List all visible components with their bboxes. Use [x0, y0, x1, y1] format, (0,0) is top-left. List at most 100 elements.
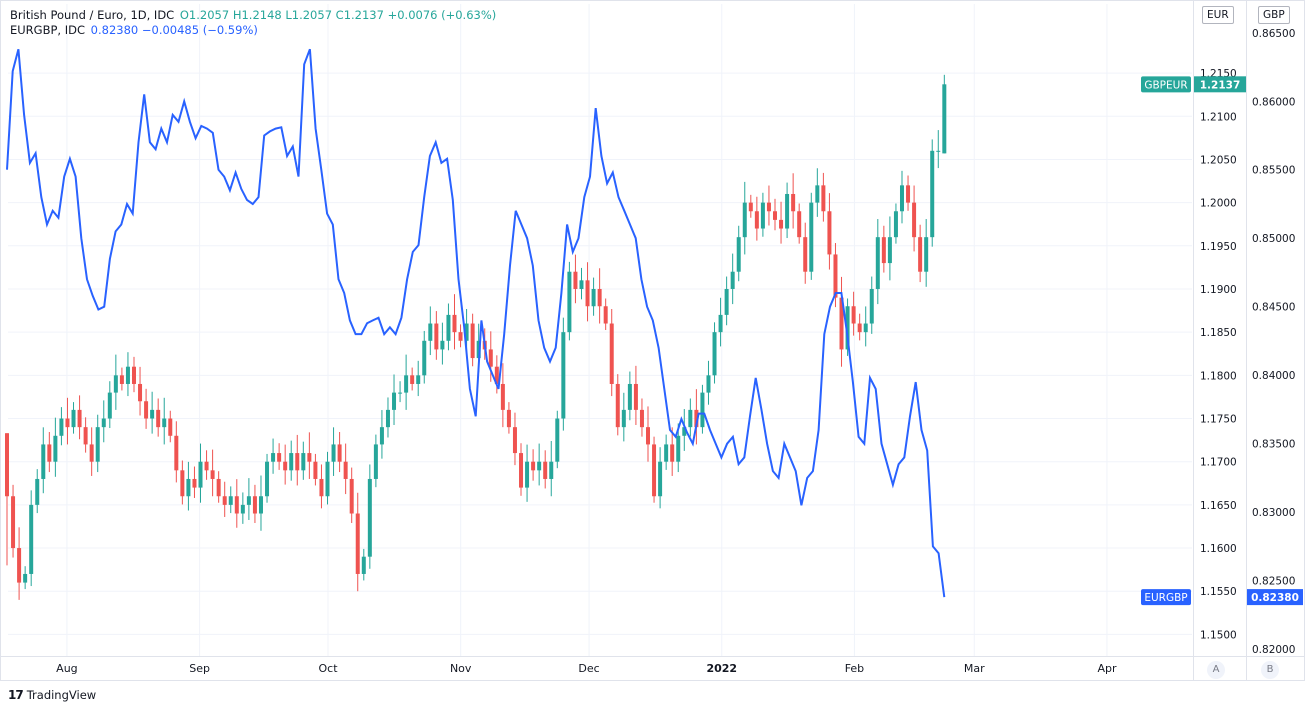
candle-body: [512, 427, 517, 454]
candle-body: [192, 478, 197, 488]
x-axis-tick-label: Oct: [318, 662, 338, 675]
candle-body: [343, 461, 348, 479]
candle-body: [349, 478, 354, 514]
candle-body: [41, 444, 46, 479]
candle-body: [893, 211, 898, 238]
candle-body: [168, 418, 173, 436]
left-axis-tick-label: 1.2050: [1200, 154, 1237, 166]
candle-body: [216, 478, 221, 497]
candle-body: [924, 237, 929, 272]
candle-body: [150, 409, 155, 419]
candle-body: [785, 193, 790, 229]
candle-body: [488, 349, 493, 367]
candle-body: [331, 444, 336, 462]
candle-body: [228, 496, 233, 505]
candle-body: [131, 366, 136, 384]
candle-body: [113, 375, 118, 393]
candle-body: [839, 297, 844, 350]
candle-body: [222, 496, 227, 505]
footer-branding[interactable]: 17 TradingView: [8, 688, 96, 702]
scale-b-button[interactable]: B: [1261, 661, 1279, 679]
left-axis-currency-tag[interactable]: EUR: [1202, 6, 1234, 24]
candle-body: [404, 375, 409, 393]
candle-body: [379, 427, 384, 445]
candle-body: [906, 185, 911, 203]
candle-body: [543, 461, 548, 479]
price-tag-value: 1.2137: [1200, 79, 1241, 91]
candle-body: [863, 323, 868, 333]
legend-row-eurgbp[interactable]: EURGBP, IDC 0.82380 −0.00485 (−0.59%): [10, 23, 498, 38]
left-axis-tick-label: 1.1500: [1200, 629, 1237, 641]
candle-body: [537, 461, 542, 471]
left-axis-tick-label: 1.2100: [1200, 111, 1237, 123]
candle-body: [676, 435, 681, 462]
candle-body: [506, 409, 511, 428]
candle-body: [760, 202, 765, 229]
candle-body: [258, 496, 263, 514]
legend-row-gbpeur[interactable]: British Pound / Euro, 1D, IDC O1.2057 H1…: [10, 8, 498, 23]
candle-body: [53, 435, 58, 462]
right-axis-currency-tag[interactable]: GBP: [1258, 6, 1290, 24]
x-axis-tick-label: Dec: [578, 662, 599, 675]
candle-body: [615, 383, 620, 428]
right-axis-tick-label: 0.85000: [1252, 233, 1295, 245]
candle-body: [899, 185, 904, 212]
candle-body: [355, 513, 360, 574]
candle-body: [881, 237, 886, 264]
candle-body: [210, 470, 215, 479]
candle-body: [930, 150, 935, 238]
candle-body: [664, 444, 669, 462]
candle-body: [186, 478, 191, 497]
candle-body: [857, 323, 862, 333]
candle-body: [525, 461, 530, 488]
candle-body: [585, 280, 590, 307]
candle-body: [567, 271, 572, 333]
candle-body: [627, 383, 632, 410]
candle-body: [5, 433, 9, 497]
price-tag-symbol-bg: [1141, 76, 1191, 93]
candle-body: [875, 237, 880, 289]
candle-body: [670, 444, 675, 462]
left-axis-tick-label: 1.1850: [1200, 327, 1237, 339]
candle-body: [706, 375, 711, 393]
candle-body: [652, 444, 657, 497]
candle-body: [361, 556, 366, 574]
auto-scale-button[interactable]: A: [1207, 661, 1225, 679]
right-axis-tick-label: 0.83000: [1252, 507, 1295, 519]
candle-body: [736, 237, 741, 272]
candle-body: [89, 444, 94, 462]
candle-body: [772, 211, 777, 220]
x-axis-tick-label: Mar: [964, 662, 985, 675]
x-axis-tick-label: 2022: [706, 662, 737, 675]
candle-body: [416, 375, 421, 384]
price-tag-symbol: GBPEUR: [1144, 79, 1187, 91]
candle-body: [83, 427, 88, 445]
candle-body: [138, 383, 143, 402]
candle-body: [639, 409, 644, 428]
candle-body: [531, 461, 536, 471]
candle-body: [918, 237, 923, 272]
candle-body: [766, 202, 771, 212]
right-axis-tick-label: 0.84000: [1252, 370, 1295, 382]
left-axis-tick-label: 1.1800: [1200, 370, 1237, 382]
candle-body: [694, 409, 699, 428]
candle-body: [373, 444, 378, 479]
candle-body: [791, 193, 796, 212]
candle-body: [833, 254, 838, 298]
candle-body: [325, 461, 330, 497]
candle-body: [549, 461, 554, 479]
price-tag-symbol: EURGBP: [1144, 592, 1187, 604]
candle-body: [579, 280, 584, 289]
candle-body: [301, 453, 306, 471]
price-tag-symbol-bg: [1141, 589, 1191, 606]
candle-body: [609, 323, 614, 384]
candle-body: [519, 453, 524, 488]
candle-body: [246, 496, 251, 505]
left-axis-tick-label: 1.1650: [1200, 500, 1237, 512]
candle-body: [434, 323, 439, 350]
candle-body: [125, 366, 130, 384]
legend-series-name: British Pound / Euro, 1D, IDC: [10, 8, 175, 22]
candle-body: [271, 453, 276, 462]
